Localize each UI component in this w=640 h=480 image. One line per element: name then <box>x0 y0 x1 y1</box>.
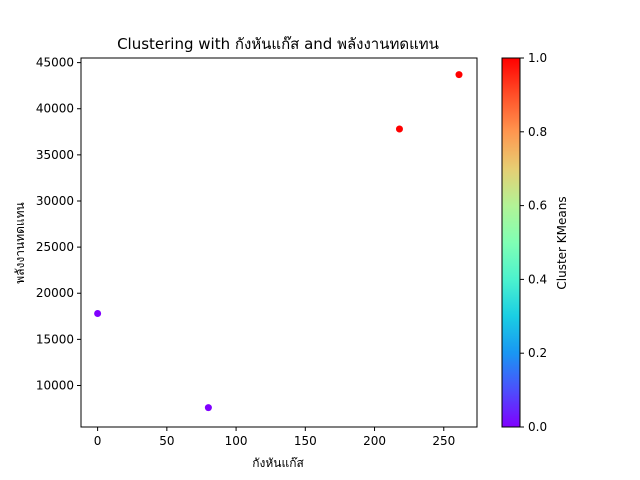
chart-title: Clustering with กังหันแก๊ส and พลังงานทด… <box>117 35 439 53</box>
y-tick-label: 40000 <box>36 102 74 116</box>
y-tick-label: 15000 <box>36 332 74 346</box>
colorbar-tick-label: 0.0 <box>528 420 547 434</box>
x-axis-label: กังหันแก๊ส <box>252 456 304 470</box>
data-point <box>204 404 212 412</box>
y-tick-label: 35000 <box>36 148 74 162</box>
colorbar-tick-label: 0.4 <box>528 272 547 286</box>
y-tick-label: 30000 <box>36 194 74 208</box>
data-point <box>395 125 403 133</box>
y-axis: 10000 15000 20000 25000 30000 35000 40000 45000 <box>36 56 81 392</box>
x-tick-label: 100 <box>225 434 248 448</box>
data-point <box>455 71 463 79</box>
x-axis: 0 50 100 150 200 250 <box>94 427 455 448</box>
colorbar-tick-label: 0.2 <box>528 346 547 360</box>
colorbar-scale <box>501 57 521 428</box>
plot-area <box>80 57 478 428</box>
colorbar-tick-label: 1.0 <box>528 51 547 65</box>
x-tick-label: 200 <box>363 434 386 448</box>
colorbar-tick-label: 0.6 <box>528 199 547 213</box>
x-tick-label: 150 <box>294 434 317 448</box>
x-tick-label: 50 <box>159 434 174 448</box>
plot-frame <box>80 57 478 428</box>
colorbar: 0.0 0.2 0.4 0.6 0.8 1.0 <box>501 51 547 434</box>
x-tick-label: 250 <box>432 434 455 448</box>
y-tick-label: 45000 <box>36 56 74 70</box>
y-tick-label: 25000 <box>36 240 74 254</box>
y-tick-label: 10000 <box>36 378 74 392</box>
colorbar-tick-label: 0.8 <box>528 125 547 139</box>
x-tick-label: 0 <box>94 434 102 448</box>
y-axis-label: พลังงานทดแทน <box>13 202 27 283</box>
colorbar-label: Cluster KMeans <box>555 196 569 289</box>
y-tick-label: 20000 <box>36 286 74 300</box>
data-point <box>94 310 102 318</box>
data-points <box>94 71 463 412</box>
